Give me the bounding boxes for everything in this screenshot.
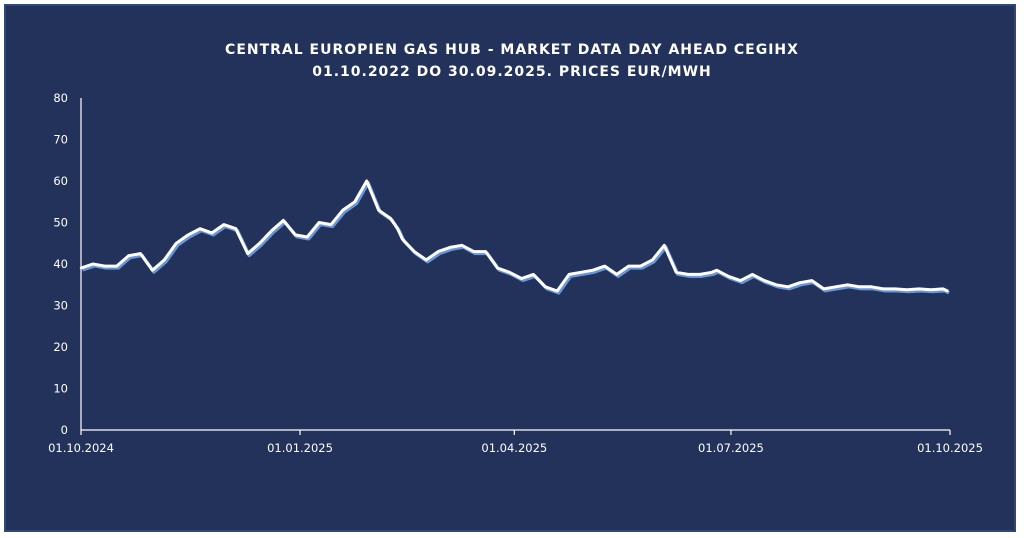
data-point — [929, 288, 933, 291]
y-tick-label: 70 — [53, 133, 68, 147]
data-point — [822, 287, 825, 291]
data-point — [127, 254, 130, 257]
y-tick-label: 0 — [61, 423, 68, 437]
data-point — [425, 258, 428, 262]
data-point — [294, 233, 297, 237]
data-point — [627, 264, 630, 268]
data-point — [234, 227, 237, 230]
y-tick-label: 50 — [53, 216, 68, 230]
y-axis-labels: 0 10 20 30 40 50 60 70 80 — [53, 91, 68, 437]
data-point — [341, 208, 345, 212]
axes — [80, 98, 951, 435]
data-point — [786, 285, 790, 288]
x-axis-labels: 01.10.2024 01.01.2025 01.04.2025 01.07.2025… — [48, 441, 983, 455]
data-point — [579, 271, 583, 274]
data-point — [739, 279, 742, 282]
data-point — [175, 242, 178, 245]
data-point — [222, 223, 225, 226]
series-lines — [79, 179, 950, 295]
data-point — [763, 279, 766, 282]
data-point — [834, 285, 837, 288]
y-tick-label: 30 — [53, 299, 68, 313]
data-point — [401, 237, 404, 241]
data-point — [91, 262, 95, 266]
data-point — [139, 252, 142, 255]
data-point — [186, 233, 190, 237]
y-tick-label: 10 — [53, 382, 68, 396]
data-point — [396, 227, 399, 230]
data-point — [917, 287, 921, 291]
y-tick-label: 20 — [53, 340, 68, 354]
data-point — [858, 285, 861, 288]
data-point — [639, 264, 642, 268]
data-point — [282, 219, 285, 222]
x-tick-label: 01.01.2025 — [267, 441, 333, 455]
data-point — [151, 269, 154, 272]
data-point — [317, 221, 321, 224]
y-tick-label: 60 — [53, 174, 68, 188]
data-point — [389, 217, 392, 220]
data-point — [103, 264, 107, 268]
data-point — [715, 269, 718, 272]
data-point — [353, 200, 356, 203]
data-point — [870, 285, 873, 288]
data-point — [905, 288, 909, 291]
data-point — [591, 269, 595, 272]
data-point — [663, 244, 666, 247]
data-point — [810, 279, 814, 282]
data-point — [710, 271, 714, 274]
data-point — [520, 277, 523, 280]
chart-subtitle: 01.10.2022 DO 30.09.2025. PRICES EUR/MWH — [312, 64, 712, 80]
data-point — [698, 273, 702, 276]
data-point — [727, 275, 730, 278]
data-point — [941, 287, 945, 291]
data-point — [751, 273, 754, 276]
data-point — [775, 283, 778, 286]
data-point — [329, 223, 333, 226]
series-line — [80, 179, 949, 293]
data-point — [79, 266, 83, 270]
data-point — [532, 273, 535, 276]
data-point — [651, 258, 654, 262]
data-point — [460, 244, 464, 247]
data-point — [894, 287, 897, 291]
data-point — [686, 273, 690, 276]
data-point — [615, 273, 618, 276]
data-point — [846, 283, 849, 286]
data-point — [567, 273, 571, 276]
data-point — [946, 289, 949, 293]
x-tick-label: 01.04.2025 — [481, 441, 547, 455]
data-point — [798, 281, 802, 284]
data-point — [258, 242, 261, 245]
data-point — [484, 250, 487, 253]
data-point — [472, 250, 475, 253]
data-point — [556, 289, 559, 293]
data-point — [544, 285, 547, 288]
x-tick-label: 01.07.2025 — [698, 441, 764, 455]
chart-panel — [4, 4, 1016, 532]
data-point — [675, 271, 678, 274]
data-point — [210, 231, 214, 235]
data-point — [306, 235, 309, 239]
data-point — [413, 250, 416, 253]
data-point — [603, 264, 606, 268]
data-point — [448, 246, 452, 249]
data-point — [270, 229, 273, 232]
chart-title: CENTRAL EUROPIEN GAS HUB - MARKET DATA D… — [225, 42, 799, 58]
data-point — [365, 179, 368, 183]
x-tick-label: 01.10.2025 — [917, 441, 983, 455]
data-point — [163, 258, 166, 262]
y-tick-label: 40 — [53, 257, 68, 271]
data-point — [436, 250, 440, 253]
data-point — [882, 287, 885, 291]
data-point — [246, 252, 249, 255]
data-point — [496, 266, 499, 270]
y-tick-label: 80 — [53, 91, 68, 105]
x-tick-label: 01.10.2024 — [48, 441, 114, 455]
data-point — [508, 271, 511, 274]
data-point — [377, 208, 380, 212]
data-point — [198, 227, 202, 230]
data-point — [115, 264, 118, 268]
